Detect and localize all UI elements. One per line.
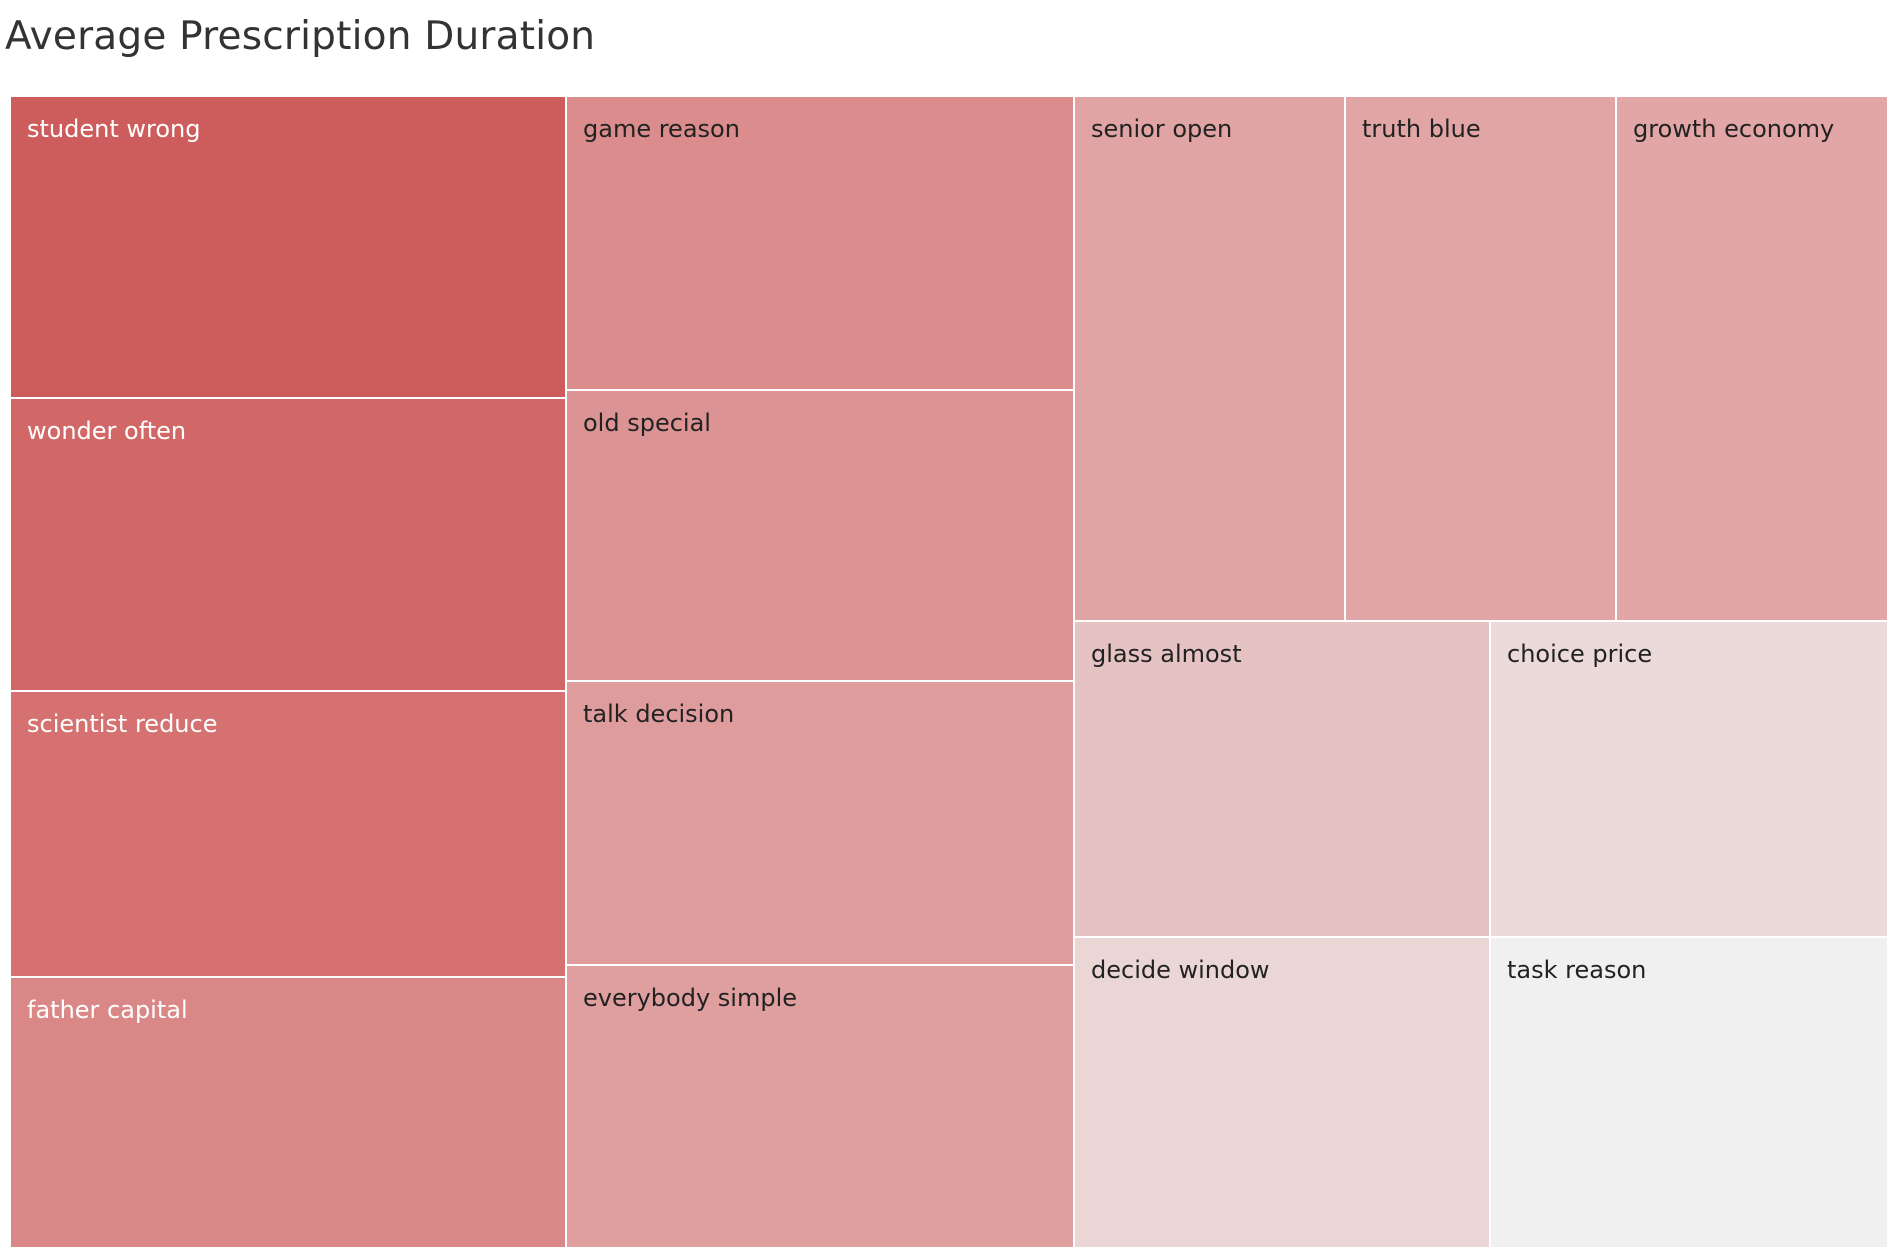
tile-label-father-capital: father capital [27,996,188,1024]
tile-task-reason[interactable]: task reason [1490,937,1888,1248]
tile-label-talk-decision: talk decision [583,700,735,728]
tile-label-glass-almost: glass almost [1091,640,1242,668]
tile-label-senior-open: senior open [1091,115,1233,143]
tile-label-everybody-simple: everybody simple [583,984,798,1012]
tile-glass-almost[interactable]: glass almost [1074,621,1490,937]
tile-label-task-reason: task reason [1507,956,1647,984]
tile-truth-blue[interactable]: truth blue [1345,96,1616,621]
tile-old-special[interactable]: old special [566,390,1074,681]
tile-student-wrong[interactable]: student wrong [10,96,566,398]
treemap: student wrong wonder often scientist reduc… [10,96,1888,1248]
tile-game-reason[interactable]: game reason [566,96,1074,390]
chart-title: Average Prescription Duration [5,14,596,59]
tile-label-student-wrong: student wrong [27,115,201,143]
tile-label-growth-economy: growth economy [1633,115,1835,143]
tile-label-scientist-reduce: scientist reduce [27,710,218,738]
tile-choice-price[interactable]: choice price [1490,621,1888,937]
tile-label-wonder-often: wonder often [27,417,187,445]
tile-label-decide-window: decide window [1091,956,1270,984]
tile-wonder-often[interactable]: wonder often [10,398,566,691]
tile-label-old-special: old special [583,409,711,437]
tile-growth-economy[interactable]: growth economy [1616,96,1888,621]
tile-father-capital[interactable]: father capital [10,977,566,1248]
tile-talk-decision[interactable]: talk decision [566,681,1074,965]
tile-label-truth-blue: truth blue [1362,115,1481,143]
tile-senior-open[interactable]: senior open [1074,96,1345,621]
tile-label-choice-price: choice price [1507,640,1653,668]
tile-decide-window[interactable]: decide window [1074,937,1490,1248]
tile-label-game-reason: game reason [583,115,740,143]
tile-scientist-reduce[interactable]: scientist reduce [10,691,566,977]
tile-everybody-simple[interactable]: everybody simple [566,965,1074,1248]
